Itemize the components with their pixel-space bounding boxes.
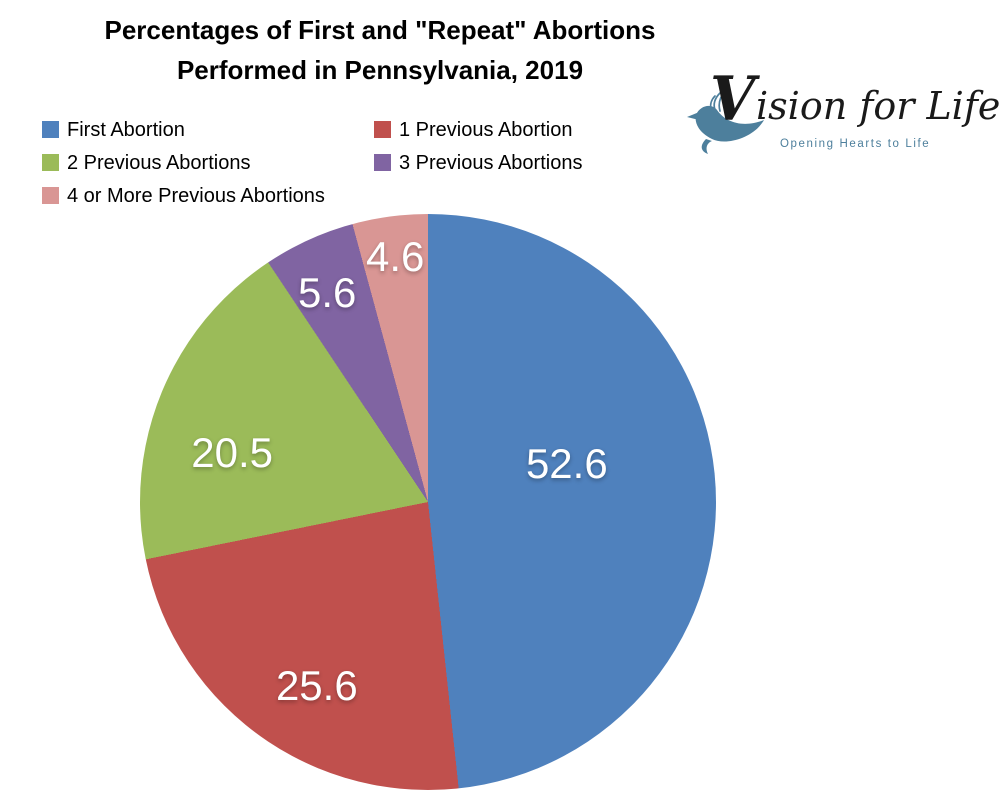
- slice-value-label: 5.6: [297, 268, 357, 316]
- slice-value-label: 20.5: [191, 429, 274, 477]
- chart-title-line2: Performed in Pennsylvania, 2019: [176, 55, 584, 85]
- legend-label: First Abortion: [67, 119, 185, 141]
- legend-swatch-icon: [42, 121, 59, 138]
- legend-item: 1 Previous Abortion: [374, 120, 582, 140]
- pie-chart: 52.6 25.6 20.5 5.6 4.6: [140, 214, 716, 790]
- slice-value-label: 25.6: [275, 662, 358, 710]
- brand-name-initial: V: [710, 63, 756, 135]
- legend-label: 2 Previous Abortions: [67, 152, 251, 174]
- legend-item: First Abortion: [42, 120, 374, 140]
- dove-body-icon: [687, 105, 764, 154]
- slice-value-label: 52.6: [525, 439, 608, 487]
- slice-value-label: 4.6: [365, 233, 425, 281]
- legend-swatch-icon: [374, 121, 391, 138]
- legend-swatch-icon: [374, 154, 391, 171]
- dove-icon: [687, 90, 764, 154]
- legend-swatch-icon: [42, 187, 59, 204]
- legend-swatch-icon: [42, 154, 59, 171]
- legend-item: 2 Previous Abortions: [42, 153, 374, 173]
- legend-item: 4 or More Previous Abortions: [42, 186, 374, 206]
- legend-item: 3 Previous Abortions: [374, 153, 582, 173]
- brand-tagline: Opening Hearts to Life: [780, 138, 931, 150]
- legend-label: 3 Previous Abortions: [399, 152, 583, 174]
- chart-title-line1: Percentages of First and "Repeat" Aborti…: [104, 15, 656, 45]
- legend-label: 4 or More Previous Abortions: [67, 185, 325, 207]
- chart-legend: First Abortion 1 Previous Abortion 2 Previ…: [42, 120, 582, 206]
- chart-title: Percentages of First and "Repeat" Aborti…: [0, 10, 760, 90]
- legend-label: 1 Previous Abortion: [399, 119, 573, 141]
- brand-name-rest: ision for Life: [756, 84, 1001, 128]
